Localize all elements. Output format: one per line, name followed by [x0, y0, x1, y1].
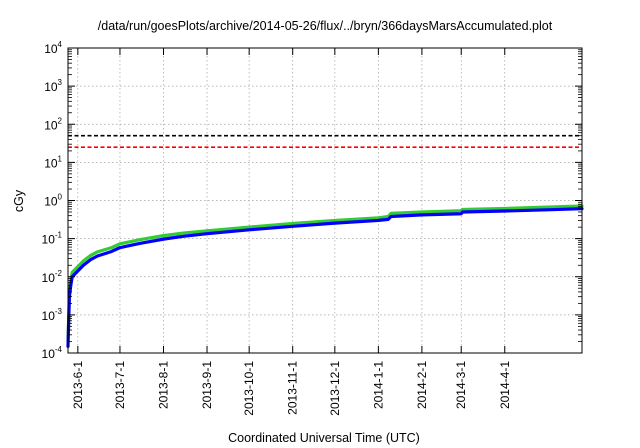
y-axis-label: cGy	[12, 189, 26, 212]
y-tick-label: 102	[44, 116, 62, 132]
y-tick-label: 10-1	[42, 231, 63, 247]
y-tick-label: 101	[44, 154, 62, 170]
y-tick-label: 10-3	[42, 307, 63, 323]
x-tick-label: 2013-8-1	[156, 361, 170, 409]
y-tick-label: 10-4	[42, 345, 63, 361]
x-tick-label: 2013-10-1	[242, 361, 256, 416]
x-tick-label: 2013-6-1	[71, 361, 85, 409]
y-tick-label: 10-2	[42, 269, 63, 285]
x-axis: 2013-6-1 2013-7-1 2013-8-1 2013-9-1 2013-10-…	[71, 48, 512, 416]
grid	[68, 48, 582, 353]
x-tick-label: 2014-1-1	[371, 361, 385, 409]
x-tick-label: 2013-9-1	[200, 361, 214, 409]
reference-lines	[68, 134, 582, 149]
y-tick-label: 104	[44, 40, 62, 56]
x-tick-label: 2014-2-1	[415, 361, 429, 409]
series-group	[66, 204, 584, 348]
y-tick-label: 100	[44, 193, 62, 209]
x-tick-label: 2013-7-1	[113, 361, 127, 409]
series-line-2	[66, 207, 584, 348]
series-line-1	[66, 204, 584, 344]
x-tick-label: 2014-3-1	[454, 361, 468, 409]
x-tick-label: 2013-12-1	[328, 361, 342, 416]
chart-title: /data/run/goesPlots/archive/2014-05-26/f…	[98, 19, 553, 33]
y-tick-label: 103	[44, 78, 62, 94]
x-tick-label: 2014-4-1	[498, 361, 512, 409]
x-axis-label: Coordinated Universal Time (UTC)	[228, 431, 420, 445]
x-tick-label: 2013-11-1	[286, 361, 300, 415]
y-axis: 10-4 10-3 10-2 10-1 100 101 102 103 104	[42, 40, 582, 361]
